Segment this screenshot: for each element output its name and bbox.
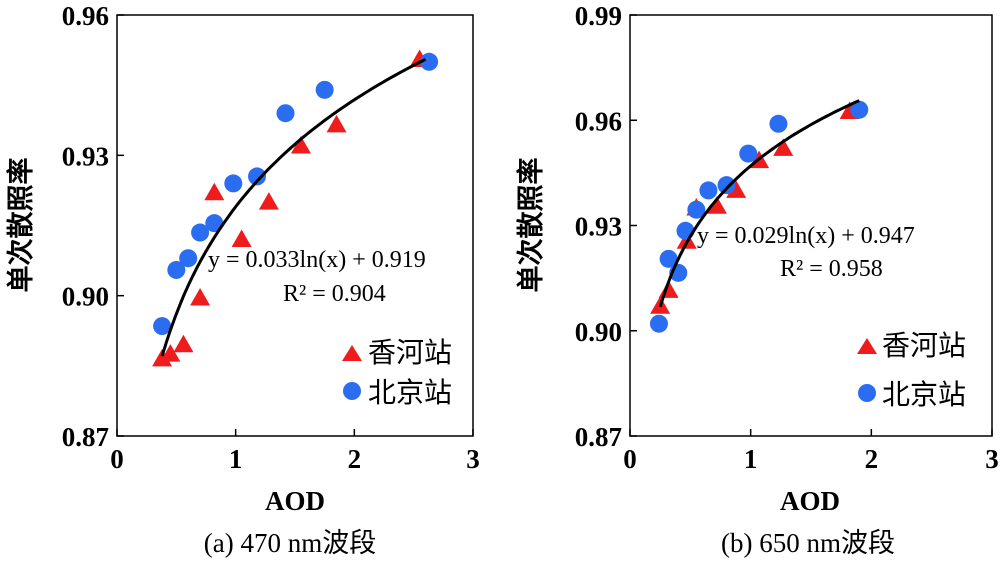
- y-tick-label: 0.96: [62, 1, 109, 31]
- y-tick-label: 0.93: [62, 141, 109, 171]
- triangle-point: [326, 114, 347, 133]
- x-tick-label: 0: [623, 444, 637, 474]
- triangle-point: [152, 348, 173, 367]
- panel-a-legend: 香河站 北京站: [342, 337, 452, 409]
- panel-b-xlabel: AOD: [780, 486, 840, 516]
- legend-label-beijing: 北京站: [882, 379, 966, 411]
- circle-point: [649, 314, 668, 333]
- circle-point: [167, 260, 186, 279]
- panel-a-caption: (a) 470 nm波段: [204, 528, 376, 558]
- panel-b-legend: 香河站 北京站: [857, 330, 966, 411]
- circle-point: [191, 223, 210, 242]
- circle-point: [687, 200, 706, 219]
- x-tick-label: 0: [110, 444, 124, 474]
- panel-a-ylabel: 单次散照率: [5, 158, 36, 293]
- panel-a-xlabel: AOD: [265, 486, 325, 516]
- panel-b-axes-frame: [629, 14, 993, 437]
- circle-point: [205, 214, 224, 233]
- triangle-point: [706, 196, 727, 214]
- triangle-point: [258, 192, 279, 210]
- x-tick-label: 2: [348, 444, 362, 474]
- legend-label-xianghe: 香河站: [882, 330, 966, 362]
- legend-triangle-marker: [342, 345, 362, 361]
- circle-point: [224, 174, 243, 193]
- circle-point: [659, 249, 678, 268]
- circle-point: [739, 144, 758, 163]
- circle-point: [717, 176, 736, 195]
- panel-a: 0 1 2 3 0.87 0.90 0.93 0.96 单次散照率 AOD (a) 470 n…: [5, 1, 480, 558]
- fit-curve: [658, 99, 860, 308]
- triangle-point: [231, 229, 252, 248]
- triangle-point: [160, 344, 181, 362]
- triangle-point: [190, 288, 211, 306]
- panel-b-r2: R² = 0.958: [780, 256, 883, 282]
- panel-a-plot-area: 0 1 2 3 0.87 0.90 0.93 0.96: [62, 1, 480, 474]
- circle-point: [276, 104, 295, 123]
- triangle-point: [173, 334, 194, 353]
- panel-a-equation: y = 0.033ln(x) + 0.919: [208, 247, 426, 273]
- x-tick-label: 3: [466, 444, 480, 474]
- panel-a-r2: R² = 0.904: [283, 281, 386, 307]
- circle-point: [769, 114, 788, 133]
- y-tick-label: 0.93: [575, 212, 622, 242]
- x-tick-label: 1: [229, 444, 243, 474]
- panel-b-equation: y = 0.029ln(x) + 0.947: [697, 223, 915, 249]
- y-tick-label: 0.87: [62, 422, 109, 452]
- fit-curve: [160, 57, 427, 357]
- circle-point: [676, 221, 695, 240]
- triangle-point: [204, 182, 225, 201]
- x-tick-label: 2: [865, 444, 879, 474]
- circle-point: [420, 52, 439, 71]
- legend-label-beijing: 北京站: [368, 377, 452, 409]
- panel-b-caption: (b) 650 nm波段: [721, 528, 895, 558]
- legend-triangle-marker: [857, 338, 877, 354]
- panel-b-plot-area: 0 1 2 3 0.87 0.90 0.93 0.96 0.99: [575, 1, 999, 474]
- y-tick-label: 0.96: [575, 106, 622, 136]
- triangle-point: [773, 138, 794, 156]
- circle-point: [315, 80, 334, 99]
- y-tick-label: 0.90: [575, 317, 622, 347]
- y-tick-label: 0.90: [62, 282, 109, 312]
- legend-circle-marker: [858, 384, 876, 402]
- x-tick-label: 1: [744, 444, 758, 474]
- panel-a-axes-frame: [116, 14, 474, 437]
- circle-point: [153, 317, 172, 336]
- circle-point: [179, 249, 198, 268]
- triangle-point: [290, 135, 311, 154]
- panel-b: 0 1 2 3 0.87 0.90 0.93 0.96 0.99 单次散照率 AOD (b) 6…: [515, 1, 999, 558]
- triangle-point: [726, 180, 747, 198]
- legend-label-xianghe: 香河站: [368, 337, 452, 369]
- circle-point: [248, 167, 267, 186]
- panel-b-ylabel: 单次散照率: [515, 158, 546, 293]
- circle-point: [699, 181, 718, 200]
- circle-point: [850, 100, 869, 119]
- y-tick-label: 0.99: [575, 1, 622, 31]
- y-tick-label: 0.87: [575, 422, 622, 452]
- x-tick-label: 3: [985, 444, 999, 474]
- legend-circle-marker: [343, 382, 361, 400]
